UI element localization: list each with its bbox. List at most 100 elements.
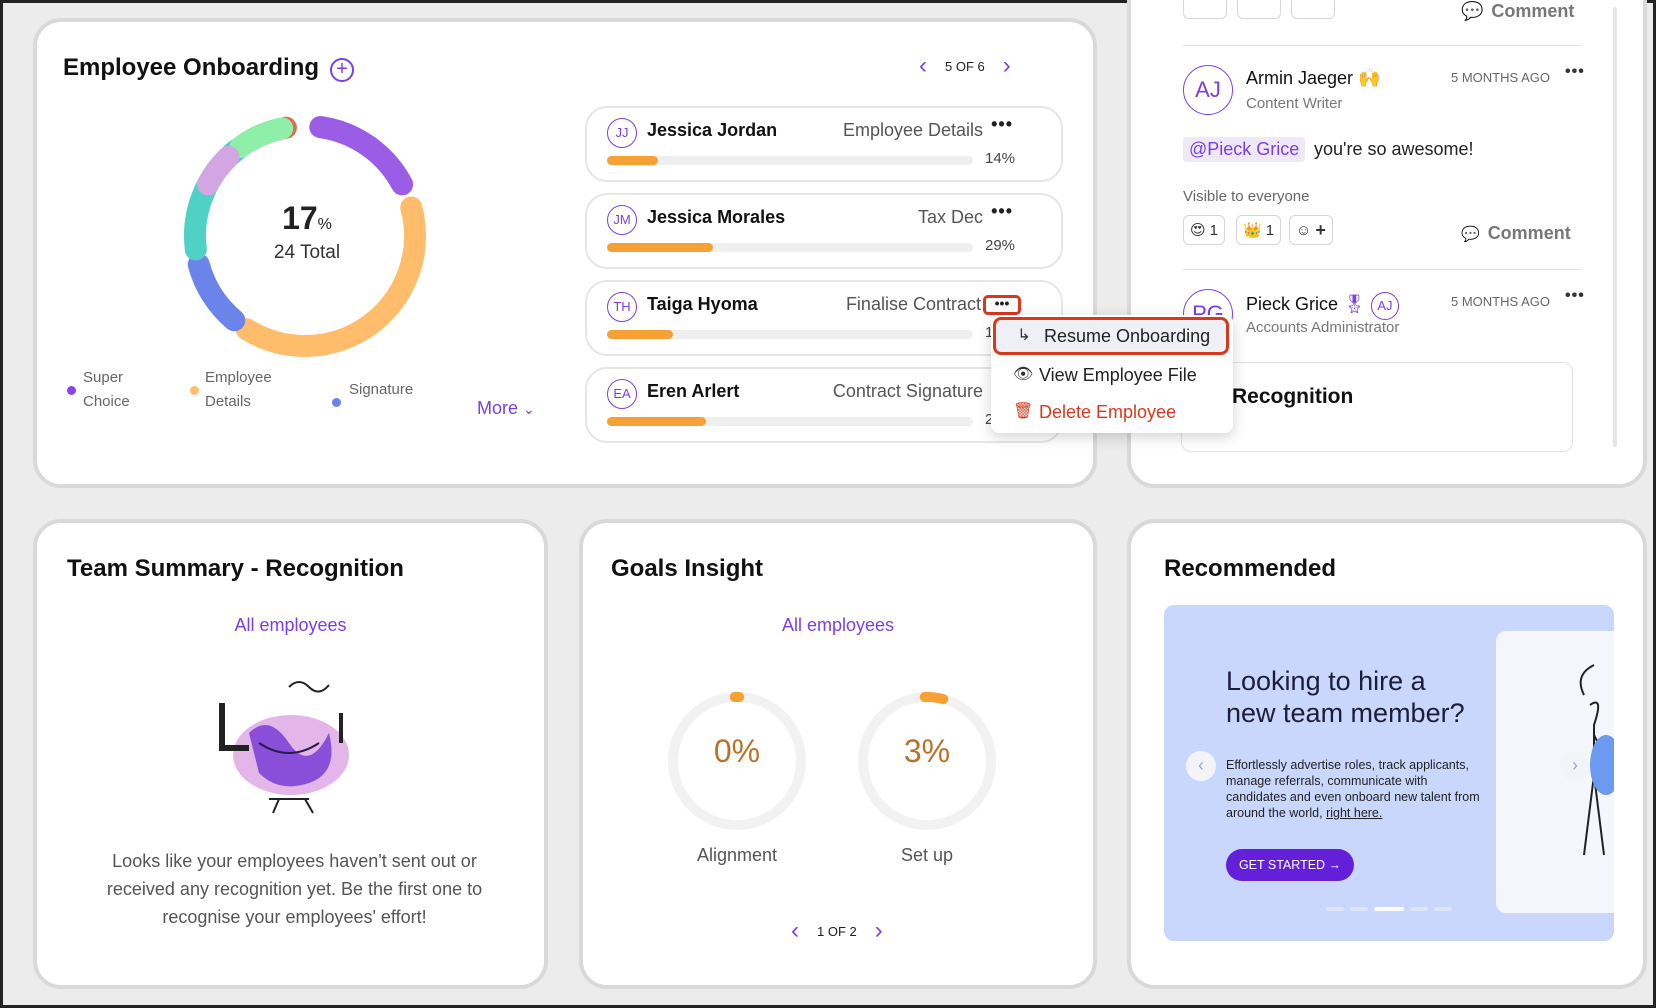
comment-button[interactable]: 💬 Comment xyxy=(1461,1,1574,22)
reaction-chip[interactable]: 👑 1 xyxy=(1236,215,1282,245)
recognition-title: Recognition xyxy=(1232,385,1354,408)
banner-description-text: Effortlessly advertise roles, track appl… xyxy=(1226,758,1480,820)
comment-button[interactable]: 💬 Comment xyxy=(1461,223,1571,244)
author-role: Accounts Administrator xyxy=(1246,319,1400,336)
author-name: Armin Jaeger 🙌 xyxy=(1246,68,1380,89)
author-name-text: Armin Jaeger xyxy=(1246,68,1354,88)
prev-page-icon[interactable]: ‹ xyxy=(919,52,927,79)
eye-icon: 👁 xyxy=(1013,366,1034,383)
carousel-dot[interactable] xyxy=(1434,907,1452,911)
empty-state-message: Looks like your employees haven't sent o… xyxy=(106,851,483,927)
employee-step: Contract Signature xyxy=(832,381,983,401)
employee-step: Employee Details xyxy=(842,120,983,140)
legend-label: Employee Details xyxy=(205,366,272,414)
progress-percent: 14% xyxy=(985,150,1016,167)
carousel-next-icon[interactable]: › xyxy=(1560,751,1590,781)
carousel-dot[interactable] xyxy=(1350,907,1368,911)
author-role: Content Writer xyxy=(1246,95,1343,112)
employee-row[interactable]: JJ Jessica Jordan Employee Details ••• 1… xyxy=(585,106,1063,182)
gauge-caption: Set up xyxy=(900,845,954,865)
carousel-dot[interactable] xyxy=(1326,907,1344,911)
add-employee-icon[interactable]: + xyxy=(330,58,354,82)
recognition-badge: Recognition xyxy=(1181,362,1573,452)
reaction-count: 1 xyxy=(1265,221,1275,239)
legend-label-line: Employee xyxy=(205,369,272,386)
legend-more-button[interactable]: More ⌄ xyxy=(477,398,535,419)
legend-label-line: Super xyxy=(83,369,124,386)
feed-scrollbar[interactable] xyxy=(1613,7,1617,447)
progress-fill xyxy=(607,417,706,426)
progress-fill xyxy=(607,330,673,339)
employee-name: Jessica Jordan xyxy=(647,120,778,140)
team-summary-card: Team Summary - Recognition All employees… xyxy=(33,519,548,989)
more-options-icon[interactable]: ••• xyxy=(991,114,1013,134)
more-options-icon[interactable]: ••• xyxy=(983,295,1021,315)
card-title: Recommended xyxy=(1164,555,1337,582)
avatar: JJ xyxy=(607,118,637,148)
card-title: Team Summary - Recognition xyxy=(67,555,404,582)
legend-dot xyxy=(67,386,76,395)
progress-track xyxy=(607,156,973,165)
carousel-prev-icon[interactable]: ‹ xyxy=(1186,751,1216,781)
add-reaction-button[interactable]: ☺ + xyxy=(1289,215,1333,245)
donut-percent-value: 17 xyxy=(282,200,318,236)
menu-item-label: View Employee File xyxy=(1039,364,1197,385)
target-avatar: AJ xyxy=(1370,292,1399,320)
avatar: EA xyxy=(607,379,637,409)
recommendation-banner[interactable]: Looking to hire a new team member? Effort… xyxy=(1164,605,1614,941)
employee-row[interactable]: TH Taiga Hyoma Finalise Contract ••• 18 xyxy=(585,280,1063,356)
menu-item-delete-employee[interactable]: 🗑 Delete Employee xyxy=(991,393,1233,431)
progress-fill xyxy=(607,243,714,252)
menu-item-label: Resume Onboarding xyxy=(1044,325,1211,346)
author-name-text: Pieck Grice xyxy=(1246,294,1339,314)
employee-filter[interactable]: All employees xyxy=(781,615,895,635)
progress-fill xyxy=(607,156,659,165)
employee-row[interactable]: EA Eren Arlert Contract Signature 27 xyxy=(585,367,1063,443)
legend-dot xyxy=(332,398,341,407)
reaction-chip[interactable] xyxy=(1237,0,1281,19)
raised-hands-icon: 🙌 xyxy=(1358,68,1381,88)
banner-title-line: Looking to hire a xyxy=(1226,666,1426,696)
legend-dot xyxy=(190,386,199,395)
reaction-chip[interactable] xyxy=(1183,0,1227,19)
donut-segment xyxy=(309,116,414,196)
reaction-chip[interactable]: 😍 1 xyxy=(1183,215,1225,245)
gauge-fill xyxy=(919,692,949,705)
get-started-button[interactable]: GET STARTED → xyxy=(1226,849,1354,881)
menu-item-view-employee-file[interactable]: 👁 View Employee File xyxy=(991,356,1233,394)
medal-icon: 🎖 xyxy=(1343,294,1366,314)
carousel-dot[interactable] xyxy=(1410,907,1428,911)
employee-options-menu: ↳ Resume Onboarding 👁 View Employee File 🗑… xyxy=(991,315,1233,433)
employee-name: Eren Arlert xyxy=(647,381,740,401)
carousel-dot-active[interactable] xyxy=(1374,907,1404,911)
post-time: 5 MONTHS AGO xyxy=(1451,70,1550,85)
progress-percent: 29% xyxy=(985,237,1016,254)
more-options-icon[interactable]: ••• xyxy=(1565,63,1585,80)
more-options-icon[interactable]: ••• xyxy=(1565,287,1585,304)
card-title: Goals Insight xyxy=(611,555,764,582)
banner-link[interactable]: right here. xyxy=(1326,806,1383,820)
next-page-icon[interactable]: › xyxy=(1002,52,1011,79)
employee-row[interactable]: JM Jessica Morales Tax Dec ••• 29% xyxy=(585,193,1063,269)
next-page-icon[interactable]: › xyxy=(874,917,883,944)
chevron-down-icon: ⌄ xyxy=(523,401,535,417)
prev-page-icon[interactable]: ‹ xyxy=(791,917,799,944)
banner-description: Effortlessly advertise roles, track appl… xyxy=(1226,757,1488,821)
onboarding-pager: ‹ 5 OF 6 › xyxy=(919,52,1011,79)
legend-label-line: Choice xyxy=(83,393,130,410)
reaction-chip[interactable] xyxy=(1291,0,1335,19)
more-options-icon[interactable]: ••• xyxy=(991,201,1013,221)
comment-icon: 💬 xyxy=(1461,225,1480,243)
employee-step: Tax Dec xyxy=(917,207,983,227)
gauge-value: 3% xyxy=(903,733,951,769)
employee-filter[interactable]: All employees xyxy=(234,615,347,635)
gauge-value: 0% xyxy=(713,733,761,769)
banner-title: Looking to hire a new team member? xyxy=(1226,665,1465,729)
goals-gauges xyxy=(668,692,996,830)
donut-percent-sign: % xyxy=(317,216,332,233)
mention-tag[interactable]: @Pieck Grice xyxy=(1183,137,1306,162)
menu-item-resume-onboarding[interactable]: ↳ Resume Onboarding xyxy=(993,317,1229,355)
progress-track xyxy=(607,243,973,252)
donut-segment xyxy=(196,145,240,196)
donut-percent: 17% xyxy=(257,200,357,237)
